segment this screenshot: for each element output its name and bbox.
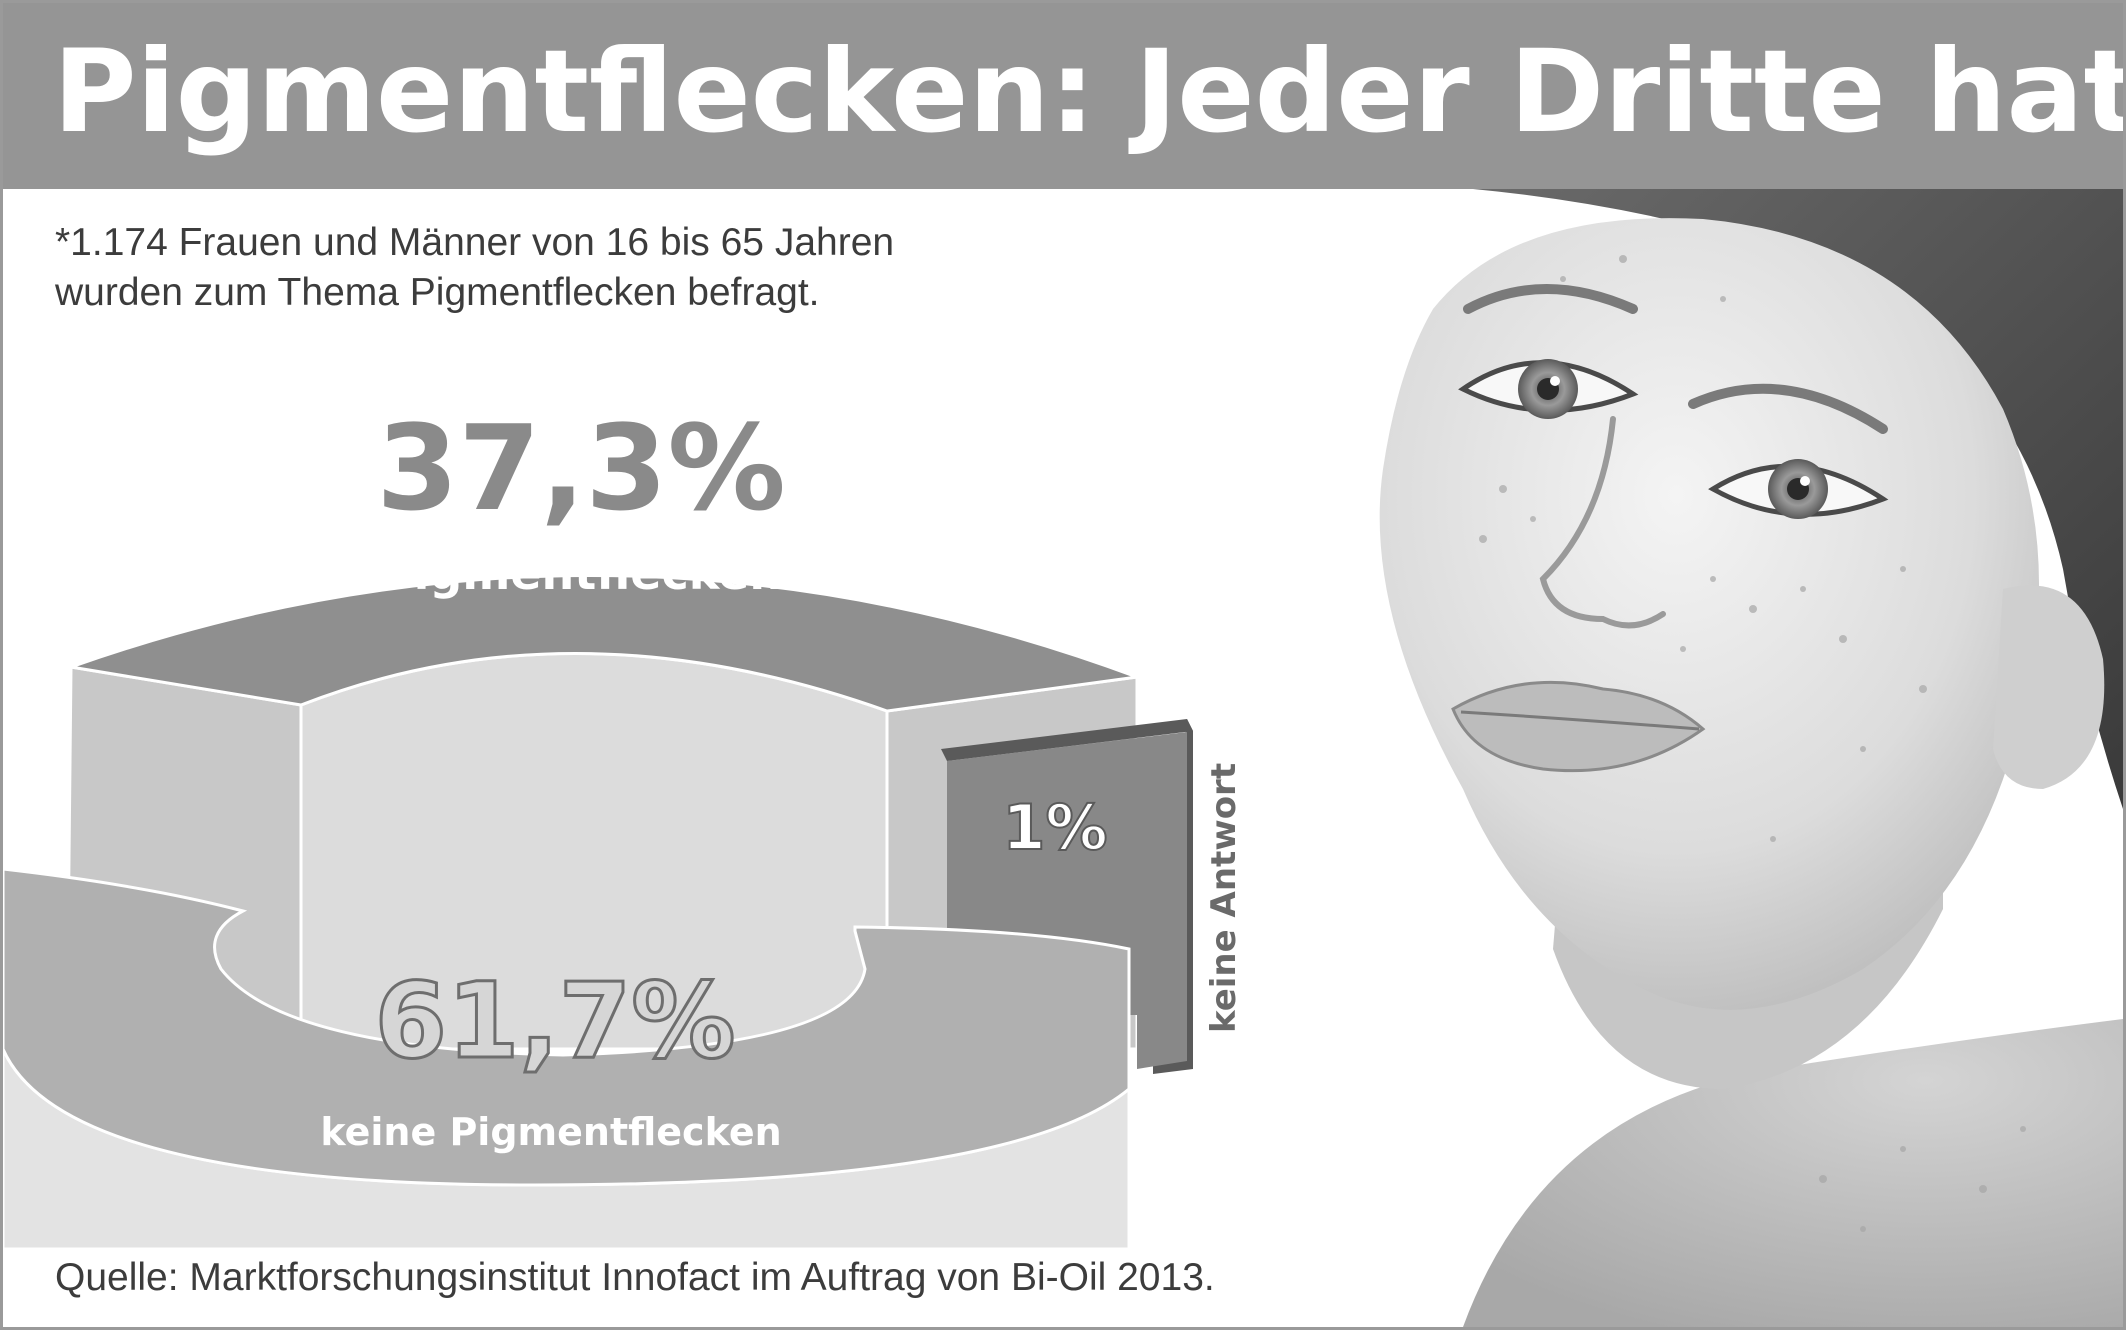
portrait-photo <box>1379 189 2123 1327</box>
hair <box>1473 189 2123 809</box>
nose <box>1539 416 1666 629</box>
shoulder <box>1463 1019 2123 1327</box>
face <box>1379 218 2039 1010</box>
category-label-keine-antwort: keine Antwort <box>1204 763 1244 1033</box>
survey-note-line-1: *1.174 Frauen und Männer von 16 bis 65 J… <box>55 221 895 264</box>
left-eyebrow <box>1463 284 1638 314</box>
slice-keine-pigmentflecken <box>3 867 1131 1249</box>
lips <box>1451 680 1706 773</box>
ring-chart: 37,3% Pigmentflecken 61,7% keine Pigment… <box>3 399 1244 1249</box>
value-label-pigmentflecken: 37,3% <box>376 399 785 537</box>
freckles <box>1479 255 2026 1232</box>
right-eye <box>1708 459 1889 519</box>
source-note: Quelle: Marktforschungsinstitut Innofact… <box>55 1256 1215 1299</box>
survey-note-line-2: wurden zum Thema Pigmentflecken befragt. <box>55 271 820 314</box>
slice-keine-antwort-top-edge <box>941 719 1193 761</box>
value-label-keine-antwort: 1% <box>1002 791 1107 864</box>
ear <box>1993 585 2105 789</box>
value-label-keine-pigmentflecken: 61,7% <box>375 960 736 1082</box>
title-bar: Pigmentflecken: Jeder Dritte hat sie! <box>3 3 2123 189</box>
slice-pigmentflecken-top <box>70 574 1138 713</box>
page-title: Pigmentflecken: Jeder Dritte hat sie! <box>53 25 2126 158</box>
category-label-pigmentflecken: Pigmentflecken <box>380 546 782 600</box>
category-label-keine-pigmentflecken: keine Pigmentflecken <box>320 1110 781 1154</box>
left-eye <box>1458 359 1639 419</box>
slice-keine-pigmentflecken-top <box>3 867 1131 1187</box>
right-eyebrow <box>1688 383 1888 434</box>
